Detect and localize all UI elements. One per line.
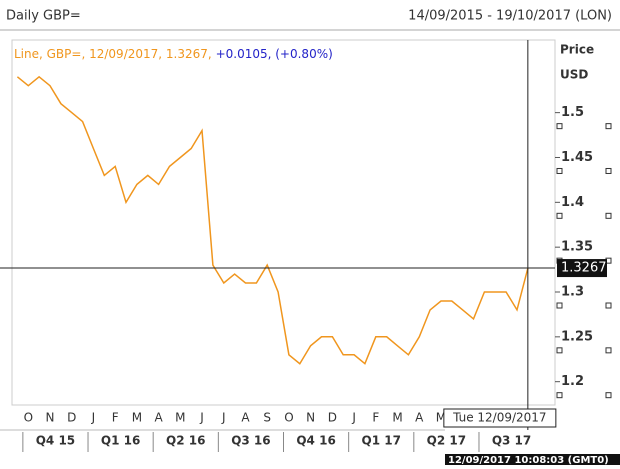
x-tick-label: D xyxy=(67,411,76,425)
quarter-label: Q4 16 xyxy=(296,434,335,448)
x-tick-label: J xyxy=(199,411,204,425)
tick-icon xyxy=(556,123,563,130)
tick-icon xyxy=(556,302,563,309)
legend: Line, GBP=, 12/09/2017, 1.3267, +0.0105,… xyxy=(14,47,333,61)
plot-frame xyxy=(11,39,556,406)
x-tick-label: F xyxy=(112,411,119,425)
value-box xyxy=(557,259,607,278)
legend-sep: , xyxy=(81,47,89,61)
x-tick-label: A xyxy=(155,411,164,425)
value-box-label: 1.3267 xyxy=(561,261,607,276)
x-tick-label: O xyxy=(284,411,293,425)
tick-icon xyxy=(556,167,563,174)
legend-value: 1.3267 xyxy=(166,47,208,61)
legend-change-pct: (+0.80%) xyxy=(275,47,333,61)
price-line xyxy=(16,75,529,365)
y-axis-label: USD xyxy=(560,68,588,82)
cursor-box xyxy=(443,408,557,428)
legend-sep: , xyxy=(208,47,216,61)
x-tick-label: N xyxy=(46,411,55,425)
tick-icon xyxy=(605,347,612,354)
x-tick-label: M xyxy=(436,411,446,425)
tick-icon xyxy=(605,302,612,309)
y-tick-label: 1.25 xyxy=(561,329,593,344)
x-tick-label: O xyxy=(24,411,33,425)
x-tick-label: M xyxy=(132,411,142,425)
y-tick-label: 1.45 xyxy=(561,150,593,165)
x-tick-label: N xyxy=(306,411,315,425)
quarter-label: Q3 17 xyxy=(492,434,531,448)
quarter-label: Q4 15 xyxy=(36,434,75,448)
legend-sep: , xyxy=(268,47,276,61)
timestamp: 12/09/2017 10:08:03 (GMT0) xyxy=(448,455,609,465)
legend-sep: , xyxy=(158,47,166,61)
y-tick-label: 1.5 xyxy=(561,105,584,120)
timestamp-box xyxy=(445,454,620,465)
quarter-label: Q3 16 xyxy=(231,434,270,448)
tick-icon xyxy=(556,392,563,399)
quarter-label: Q1 17 xyxy=(362,434,401,448)
y-tick-label: 1.2 xyxy=(561,374,584,389)
y-tick-label: 1.3 xyxy=(561,285,584,300)
y-tick-label: 1.4 xyxy=(561,195,584,210)
x-tick-label: J xyxy=(91,411,96,425)
chart-title: Daily GBP= xyxy=(6,9,81,24)
cursor-label: Tue 12/09/2017 xyxy=(452,411,546,425)
tick-icon xyxy=(605,167,612,174)
y-axis-label: Price xyxy=(560,43,594,57)
date-range: 14/09/2015 - 19/10/2017 (LON) xyxy=(408,9,612,24)
legend-date: 12/09/2017 xyxy=(89,47,158,61)
quarter-label: Q2 17 xyxy=(427,434,466,448)
tick-icon xyxy=(556,347,563,354)
x-tick-label: J xyxy=(221,411,226,425)
x-tick-label: J xyxy=(351,411,356,425)
legend-name: Line, GBP= xyxy=(14,47,81,61)
tick-icon xyxy=(556,212,563,219)
x-tick-label: S xyxy=(263,411,271,425)
x-tick-label: A xyxy=(415,411,424,425)
quarter-label: Q1 16 xyxy=(101,434,140,448)
x-tick-label: M xyxy=(175,411,185,425)
y-tick-label: 1.35 xyxy=(561,240,593,255)
tick-icon xyxy=(605,212,612,219)
x-tick-label: M xyxy=(392,411,402,425)
x-tick-label: A xyxy=(241,411,250,425)
quarter-label: Q2 16 xyxy=(166,434,205,448)
x-tick-label: D xyxy=(328,411,337,425)
legend-change: +0.0105 xyxy=(216,47,268,61)
tick-icon xyxy=(605,392,612,399)
x-tick-label: F xyxy=(372,411,379,425)
tick-icon xyxy=(605,123,612,130)
